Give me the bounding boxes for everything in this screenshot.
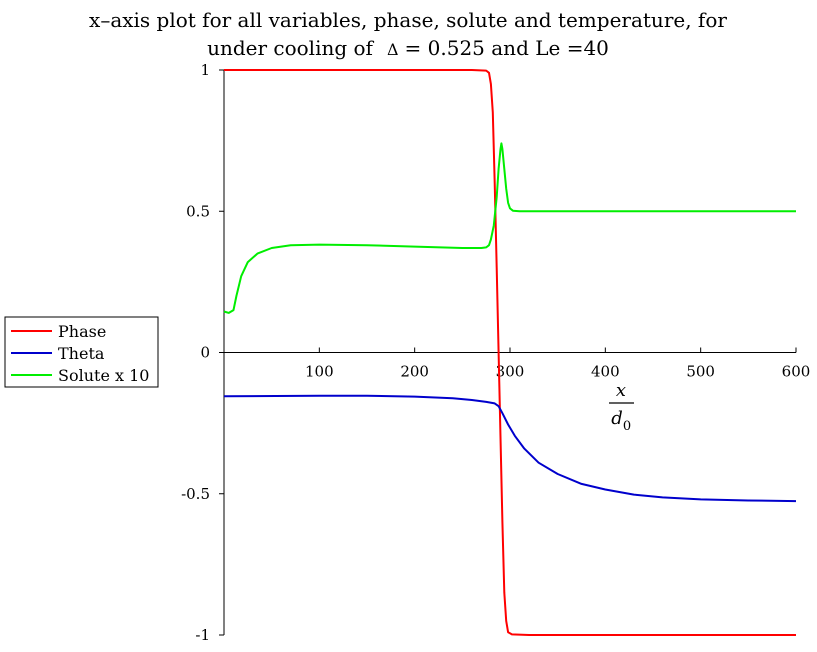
x-axis-label-numerator: x — [616, 380, 626, 401]
x-tick-label: 600 — [782, 363, 811, 381]
title-delta-symbol: Δ — [387, 40, 399, 59]
x-axis-label-denominator: d — [611, 408, 623, 429]
x-axis-label-subscript: 0 — [623, 419, 631, 434]
x-tick-label: 200 — [400, 363, 429, 381]
title-prefix: under cooling of — [207, 36, 374, 60]
x-axis-label: x d 0 — [609, 380, 634, 434]
series-line-theta — [223, 394, 797, 503]
chart-title-line-1: x–axis plot for all variables, phase, so… — [89, 8, 727, 32]
y-tick-label: 1 — [200, 61, 210, 79]
series-line-phase — [224, 69, 796, 636]
y-tick-label: 0 — [200, 344, 210, 362]
title-suffix: = 0.525 and Le =40 — [405, 36, 609, 60]
x-tick-label: 300 — [496, 363, 525, 381]
legend-label: Phase — [58, 322, 106, 341]
legend: Phase Theta Solute x 10 — [4, 316, 159, 388]
chart-title-line-2: under cooling of Δ = 0.525 and Le =40 — [207, 36, 609, 60]
x-tick-label: 100 — [305, 363, 334, 381]
series-line-solute-x-10 — [223, 142, 796, 314]
legend-label: Theta — [58, 344, 105, 363]
y-tick-label: 0.5 — [186, 202, 210, 220]
x-tick-label: 500 — [686, 363, 715, 381]
x-tick-label: 400 — [591, 363, 620, 381]
plot-area: 1 0.5 0 -0.5 -1 100 200 300 400 500 600 — [181, 61, 810, 644]
y-tick-label: -0.5 — [181, 485, 210, 503]
y-tick-label: -1 — [195, 626, 210, 644]
legend-label: Solute x 10 — [58, 366, 149, 385]
